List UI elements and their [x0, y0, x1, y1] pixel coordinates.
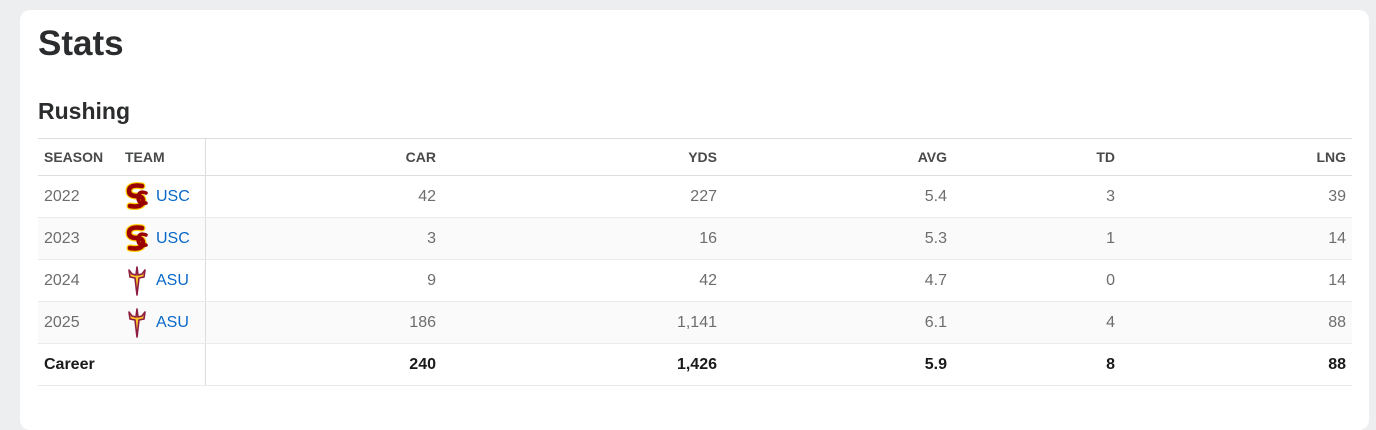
- column-header-avg[interactable]: AVG: [723, 138, 953, 176]
- team-link-asu[interactable]: ASU: [156, 271, 189, 289]
- yds-cell: 42: [442, 259, 723, 302]
- season-cell: 2025: [38, 301, 119, 344]
- section-title-rushing: Rushing: [38, 98, 130, 124]
- career-td: 8: [953, 343, 1121, 386]
- column-header-td[interactable]: TD: [953, 138, 1121, 176]
- car-cell: 186: [205, 301, 442, 344]
- team-cell: ASU: [119, 301, 206, 344]
- team-link-usc[interactable]: USC: [156, 187, 190, 205]
- season-cell: 2022: [38, 175, 119, 218]
- rushing-stats-table: SEASON TEAM CAR YDS AVG TD LNG 2022: [38, 138, 1352, 386]
- stats-card: Stats Rushing SEASON TEAM CAR YDS AVG TD…: [20, 10, 1369, 430]
- career-total-row: Career 240 1,426 5.9 8 88: [38, 343, 1352, 386]
- team-cell: USC: [119, 217, 206, 260]
- yds-cell: 227: [442, 175, 723, 218]
- td-cell: 0: [953, 259, 1121, 302]
- td-cell: 3: [953, 175, 1121, 218]
- career-lng: 88: [1121, 343, 1352, 386]
- asu-pitchfork-logo-icon: [128, 307, 146, 338]
- table-row: 2025 ASU 186 1,141 6.1 4 88: [38, 301, 1352, 344]
- career-avg: 5.9: [723, 343, 953, 386]
- lng-cell: 39: [1121, 175, 1352, 218]
- career-yds: 1,426: [442, 343, 723, 386]
- team-link-asu[interactable]: ASU: [156, 313, 189, 331]
- table-header-row: SEASON TEAM CAR YDS AVG TD LNG: [38, 138, 1352, 176]
- column-header-season[interactable]: SEASON: [38, 138, 119, 176]
- team-cell: USC: [119, 175, 206, 218]
- usc-sc-logo-icon: [125, 181, 148, 210]
- yds-cell: 1,141: [442, 301, 723, 344]
- team-cell: ASU: [119, 259, 206, 302]
- asu-pitchfork-logo-icon: [128, 265, 146, 296]
- lng-cell: 14: [1121, 217, 1352, 260]
- page-title: Stats: [38, 24, 124, 63]
- table-row: 2022 USC 42 227 5.4 3 39: [38, 175, 1352, 218]
- table-row: 2024 ASU 9 42 4.7 0 14: [38, 259, 1352, 302]
- avg-cell: 4.7: [723, 259, 953, 302]
- career-car: 240: [205, 343, 442, 386]
- lng-cell: 88: [1121, 301, 1352, 344]
- column-header-yds[interactable]: YDS: [442, 138, 723, 176]
- column-header-team[interactable]: TEAM: [119, 138, 206, 176]
- team-link-usc[interactable]: USC: [156, 229, 190, 247]
- car-cell: 42: [205, 175, 442, 218]
- car-cell: 3: [205, 217, 442, 260]
- lng-cell: 14: [1121, 259, 1352, 302]
- column-header-car[interactable]: CAR: [205, 138, 442, 176]
- yds-cell: 16: [442, 217, 723, 260]
- column-header-lng[interactable]: LNG: [1121, 138, 1352, 176]
- td-cell: 4: [953, 301, 1121, 344]
- season-cell: 2023: [38, 217, 119, 260]
- career-label: Career: [38, 343, 119, 386]
- avg-cell: 5.4: [723, 175, 953, 218]
- team-cell-empty: [119, 343, 206, 386]
- avg-cell: 6.1: [723, 301, 953, 344]
- table-row: 2023 USC 3 16 5.3 1 14: [38, 217, 1352, 260]
- usc-sc-logo-icon: [125, 223, 148, 252]
- td-cell: 1: [953, 217, 1121, 260]
- avg-cell: 5.3: [723, 217, 953, 260]
- season-cell: 2024: [38, 259, 119, 302]
- car-cell: 9: [205, 259, 442, 302]
